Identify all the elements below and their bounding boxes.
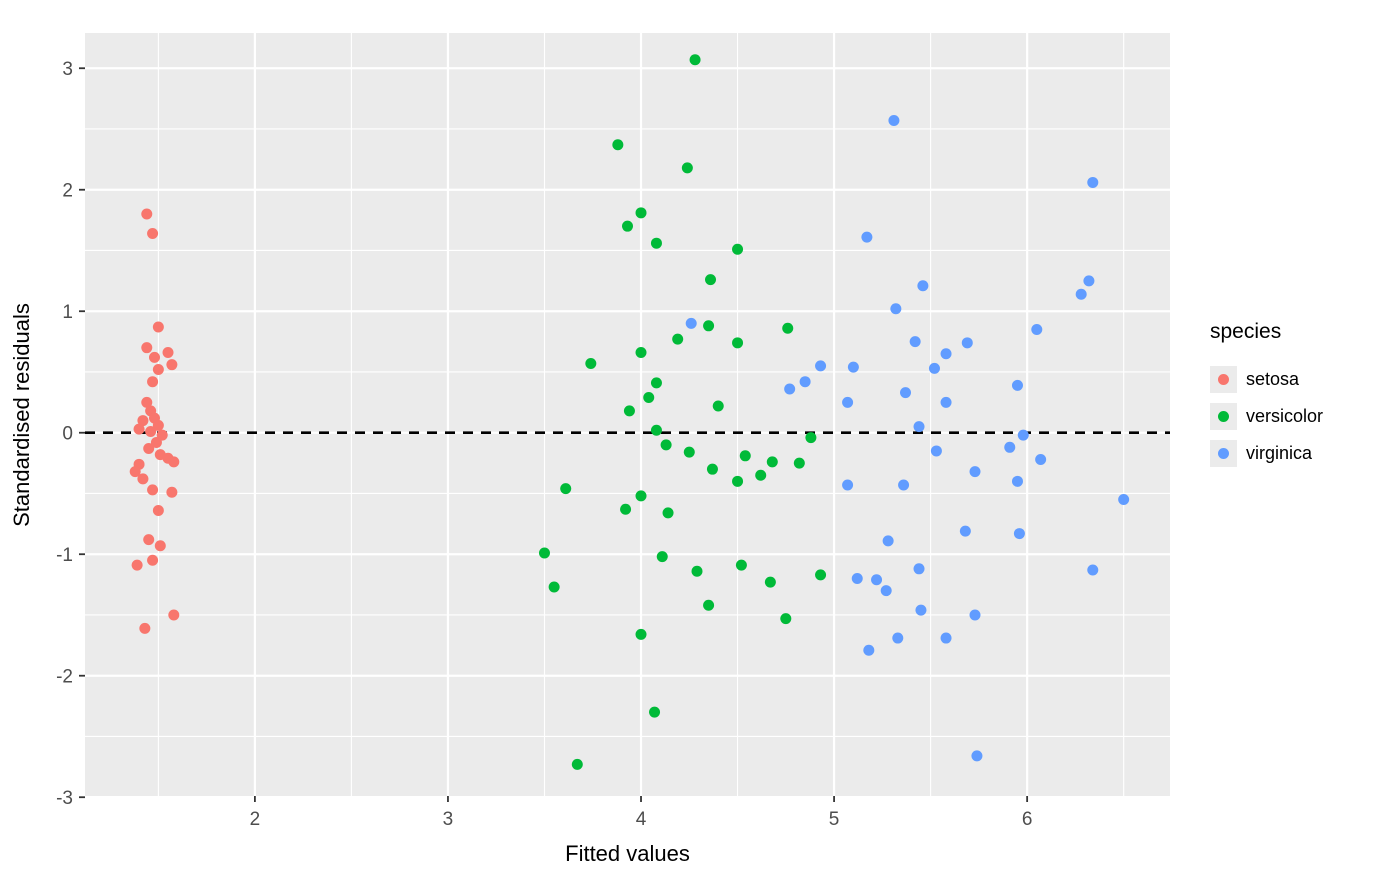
svg-text:5: 5 xyxy=(829,809,840,830)
legend-label-setosa: setosa xyxy=(1246,369,1300,389)
legend-key-swatch xyxy=(1210,366,1237,393)
x-axis-title: Fitted values xyxy=(565,841,690,866)
point-marker-icon xyxy=(1218,448,1229,459)
svg-text:-3: -3 xyxy=(56,788,73,809)
svg-text:2: 2 xyxy=(250,809,261,830)
svg-text:-1: -1 xyxy=(56,545,73,566)
svg-text:0: 0 xyxy=(62,424,73,445)
legend-label-virginica: virginica xyxy=(1246,443,1313,463)
legend-item-versicolor: versicolor xyxy=(1210,403,1323,430)
point-marker-icon xyxy=(1218,374,1229,385)
legend-item-virginica: virginica xyxy=(1210,440,1323,467)
svg-text:-2: -2 xyxy=(56,667,73,688)
point-marker-icon xyxy=(1218,411,1229,422)
svg-text:1: 1 xyxy=(62,302,73,323)
legend-item-setosa: setosa xyxy=(1210,366,1323,393)
svg-text:3: 3 xyxy=(62,59,73,80)
legend: species setosa versicolor virginica xyxy=(1210,320,1323,477)
svg-text:6: 6 xyxy=(1022,809,1033,830)
svg-text:2: 2 xyxy=(62,181,73,202)
y-axis-title: Standardised residuals xyxy=(9,303,34,527)
legend-label-versicolor: versicolor xyxy=(1246,406,1324,426)
legend-key-swatch xyxy=(1210,403,1237,430)
legend-title: species xyxy=(1210,320,1282,343)
svg-text:4: 4 xyxy=(636,809,647,830)
legend-key-swatch xyxy=(1210,440,1237,467)
svg-text:3: 3 xyxy=(443,809,454,830)
